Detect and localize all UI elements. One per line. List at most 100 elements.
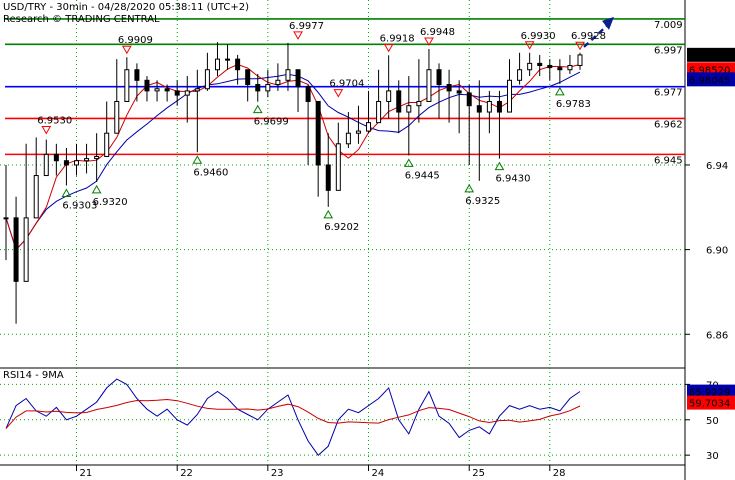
candle-body <box>295 69 301 88</box>
candle-body <box>466 92 472 107</box>
candle-body <box>194 88 200 92</box>
candle-body <box>73 160 79 166</box>
candle-layer <box>3 42 583 324</box>
y-tick-label: 6.90 <box>706 246 728 257</box>
swing-high-label: 6.9948 <box>420 27 455 38</box>
chart-header-line1: USD/TRY - 30min - 04/28/2020 05:38:11 (U… <box>3 2 249 13</box>
candle-body <box>537 62 543 66</box>
candle-body <box>527 62 533 71</box>
candle-body <box>235 58 241 71</box>
main-panel-bg <box>0 0 685 368</box>
rsi-tick-label: 50 <box>706 416 719 427</box>
candle-body <box>124 69 130 102</box>
rsi-panel-label: RSI14 - 9MA <box>3 370 64 381</box>
level-layer: 7.009 6.997 6.977 6.962 6.945 <box>5 18 685 166</box>
candle-body <box>255 84 261 92</box>
swing-low-label: 6.9699 <box>254 117 289 128</box>
candle-body <box>416 100 422 107</box>
swing-low-marker <box>323 209 334 219</box>
swing-low-marker <box>403 158 414 167</box>
price-badge-black: 6.99203 <box>689 51 730 62</box>
candle-body <box>315 100 321 166</box>
candle-body <box>285 69 291 81</box>
x-tick-label: 28 <box>553 468 566 479</box>
candle-body <box>225 58 231 61</box>
candle-body <box>517 69 523 81</box>
candle-body <box>23 217 29 282</box>
swing-high-marker <box>424 37 434 46</box>
candle-body <box>507 79 513 113</box>
axis-layer: 21 22 23 24 25 28 6.86 6.90 6.94 <box>75 161 728 479</box>
candle-body <box>43 153 49 177</box>
candle-body <box>325 164 331 191</box>
candle-body <box>53 153 59 162</box>
swing-high-marker <box>383 43 394 53</box>
swing-high-marker <box>524 41 535 50</box>
y-tick-label: 6.94 <box>706 161 728 172</box>
candle-body <box>305 86 311 102</box>
price-badge-blue-bg <box>687 72 735 87</box>
candle-body <box>345 132 351 145</box>
moving-average-layer <box>5 63 581 251</box>
swing-high-label: 6.9928 <box>571 31 606 42</box>
candle-body <box>396 90 402 113</box>
chart-header-line2: Research © TRADING CENTRAL <box>3 14 160 25</box>
candle-body <box>335 143 341 191</box>
swing-high-label: 6.9977 <box>289 21 324 32</box>
candle-body <box>275 79 281 86</box>
candle-body <box>557 67 563 71</box>
swing-high-marker <box>333 89 344 98</box>
candle-body <box>33 175 39 219</box>
swing-low-label: 6.9202 <box>324 222 359 233</box>
candle-body <box>13 217 19 282</box>
price-badge-red: 6.98520 <box>689 65 730 76</box>
swing-high-marker <box>41 125 52 135</box>
header-layer: USD/TRY - 30min - 04/28/2020 05:38:11 (U… <box>3 2 249 25</box>
forecast-arrow-head <box>602 16 614 30</box>
rsi-badge-blue-bg <box>687 384 735 399</box>
swing-low-label: 6.9460 <box>193 167 228 178</box>
level-label-support: 6.962 <box>654 119 683 130</box>
candle-body <box>456 90 462 94</box>
swing-low-marker <box>554 86 565 96</box>
level-label-pivot: 6.977 <box>654 88 683 99</box>
swing-high-marker <box>293 31 303 40</box>
candle-body <box>486 100 492 113</box>
price-badge-black-bg <box>687 47 735 62</box>
candle-body <box>114 100 120 134</box>
candle-body <box>265 84 271 92</box>
candle-body <box>214 58 220 71</box>
swing-low-label: 6.9445 <box>405 170 440 181</box>
level-label-support: 6.945 <box>654 155 683 166</box>
swing-low-label: 6.9320 <box>93 197 128 208</box>
x-tick-label: 21 <box>79 468 92 479</box>
candle-body <box>245 69 251 86</box>
candle-body <box>184 90 190 96</box>
swing-low-label: 6.9303 <box>62 200 97 211</box>
x-tick-label: 24 <box>372 468 385 479</box>
candle-body <box>3 217 9 220</box>
swing-high-marker <box>121 45 132 55</box>
level-label-resistance: 7.009 <box>654 20 683 31</box>
swing-high-label: 6.9909 <box>118 35 153 46</box>
candle-body <box>386 90 392 102</box>
swing-low-marker <box>91 184 102 194</box>
swing-low-marker <box>464 183 475 193</box>
candle-body <box>577 54 583 66</box>
candle-body <box>476 105 482 113</box>
candle-body <box>366 122 372 132</box>
level-label-resistance: 6.997 <box>654 45 683 56</box>
candle-body <box>154 88 160 92</box>
swing-low-label: 6.9430 <box>495 174 530 185</box>
swing-low-marker <box>192 155 203 164</box>
swing-low-marker <box>494 161 505 171</box>
rsi-badge-blue: 65.9229 <box>689 388 730 399</box>
x-tick-label: 22 <box>180 468 193 479</box>
swing-high-label: 6.9930 <box>521 31 556 42</box>
candle-body <box>174 90 180 96</box>
candle-body <box>204 69 210 90</box>
